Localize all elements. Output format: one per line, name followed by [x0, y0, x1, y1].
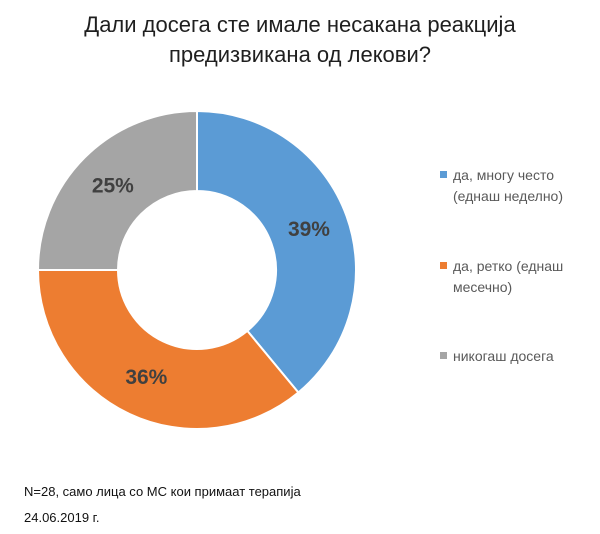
footnote-sample: N=28, само лица со МС кои примаат терапи…: [24, 484, 301, 499]
donut-slice-often: [196, 109, 357, 394]
legend-label-rarely: да, ретко (еднаш месечно): [453, 258, 564, 295]
donut-slice-never: [36, 109, 198, 271]
legend-swatch-often: [440, 171, 447, 178]
legend-item-often: да, многу често (еднаш неделно): [440, 165, 590, 207]
chart-title-line-1: Дали досега сте имале несакана реакција: [84, 12, 516, 37]
footnote-date: 24.06.2019 г.: [24, 510, 100, 525]
legend-label-never: никогаш досега: [453, 348, 554, 364]
chart-title-line-2: предизвикана од лекови?: [168, 42, 432, 67]
chart-legend: да, многу често (еднаш неделно) да, ретк…: [440, 0, 600, 534]
donut-slice-rarely: [36, 269, 300, 430]
legend-item-rarely: да, ретко (еднаш месечно): [440, 256, 590, 298]
legend-swatch-rarely: [440, 262, 447, 269]
data-label-rarely: 36%: [125, 366, 167, 389]
legend-item-never: никогаш досега: [440, 346, 590, 367]
legend-label-often: да, многу често (еднаш неделно): [453, 167, 563, 204]
data-label-often: 39%: [288, 218, 330, 241]
data-label-never: 25%: [92, 174, 134, 197]
chart-title: Дали досега сте имале несакана реакција …: [40, 10, 560, 70]
legend-swatch-never: [440, 352, 447, 359]
